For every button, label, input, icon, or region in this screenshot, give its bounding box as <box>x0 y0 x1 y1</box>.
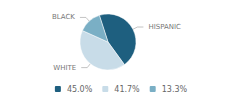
svg-text:41.7%: 41.7% <box>114 85 140 94</box>
svg-text:BLACK: BLACK <box>52 13 75 21</box>
svg-text:13.3%: 13.3% <box>162 85 188 94</box>
svg-text:HISPANIC: HISPANIC <box>148 23 181 31</box>
svg-text:WHITE: WHITE <box>53 64 76 72</box>
svg-text:45.0%: 45.0% <box>67 85 93 94</box>
